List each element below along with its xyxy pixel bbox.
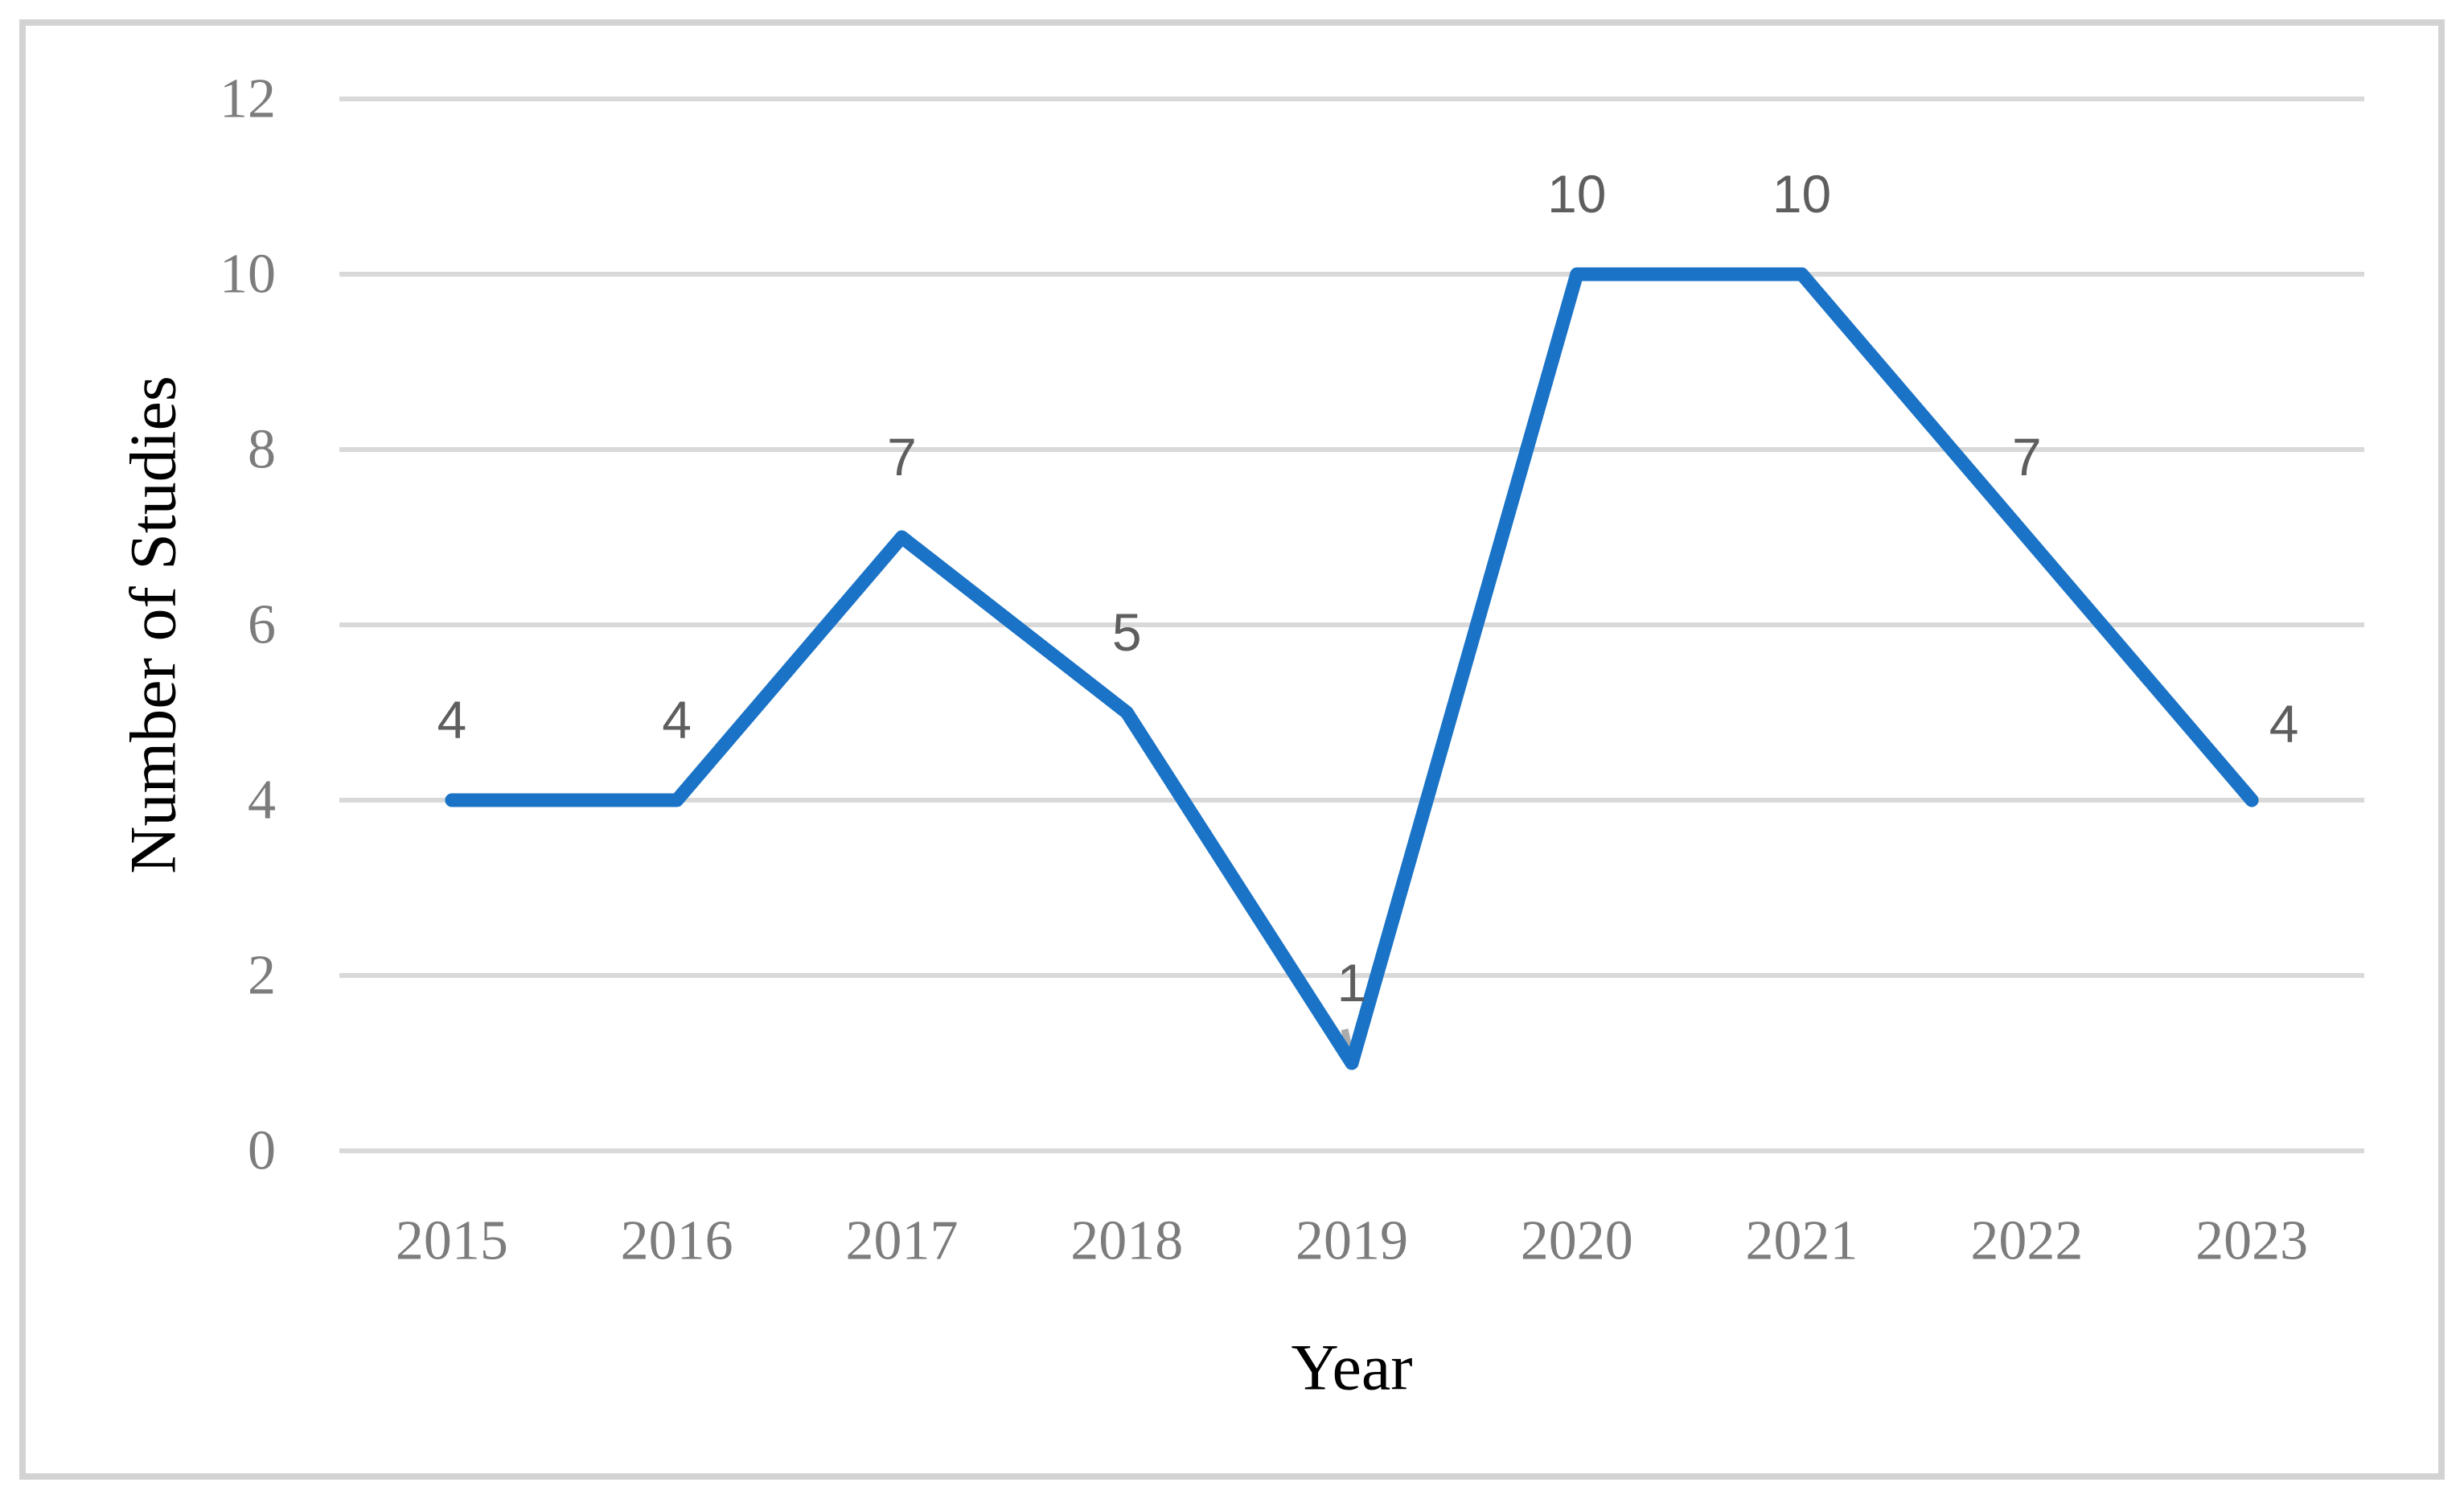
data-labels-group: 4 4 7 5 1 10 10 7 4 bbox=[437, 164, 2299, 1012]
y-tick-label: 4 bbox=[248, 770, 276, 832]
x-tick-label: 2021 bbox=[1746, 1210, 1858, 1272]
data-label: 4 bbox=[2269, 694, 2299, 754]
y-axis-tick-labels: 0 2 4 6 8 10 12 bbox=[220, 68, 276, 1182]
y-tick-label: 8 bbox=[248, 419, 276, 481]
x-axis-tick-labels: 2015 2016 2017 2018 2019 2020 2021 2022 2023 bbox=[396, 1210, 2308, 1272]
x-tick-label: 2016 bbox=[621, 1210, 733, 1272]
data-label: 4 bbox=[662, 690, 692, 750]
data-label: 7 bbox=[2012, 427, 2042, 487]
chart-frame-border bbox=[19, 19, 2445, 1480]
y-axis-title: Number of Studies bbox=[117, 376, 190, 873]
x-tick-label: 2023 bbox=[2195, 1210, 2308, 1272]
data-label: 1 bbox=[1337, 953, 1367, 1012]
x-axis-title: Year bbox=[1291, 1331, 1412, 1404]
data-label: 4 bbox=[437, 690, 467, 750]
series-line-number-of-studies bbox=[445, 267, 2259, 1070]
data-label: 10 bbox=[1772, 164, 1831, 224]
y-tick-label: 10 bbox=[220, 244, 276, 306]
x-tick-label: 2018 bbox=[1070, 1210, 1183, 1272]
y-tick-label: 2 bbox=[248, 945, 276, 1007]
data-label: 7 bbox=[887, 427, 917, 487]
x-tick-label: 2019 bbox=[1296, 1210, 1408, 1272]
x-tick-label: 2020 bbox=[1521, 1210, 1633, 1272]
x-tick-label: 2015 bbox=[396, 1210, 508, 1272]
y-tick-label: 6 bbox=[248, 594, 276, 656]
gridlines-group bbox=[339, 97, 2364, 1153]
x-tick-label: 2022 bbox=[1970, 1210, 2083, 1272]
data-label: 5 bbox=[1112, 602, 1142, 662]
x-tick-label: 2017 bbox=[845, 1210, 958, 1272]
y-tick-label: 12 bbox=[220, 68, 276, 130]
y-tick-label: 0 bbox=[248, 1120, 276, 1182]
data-label: 10 bbox=[1547, 164, 1606, 224]
